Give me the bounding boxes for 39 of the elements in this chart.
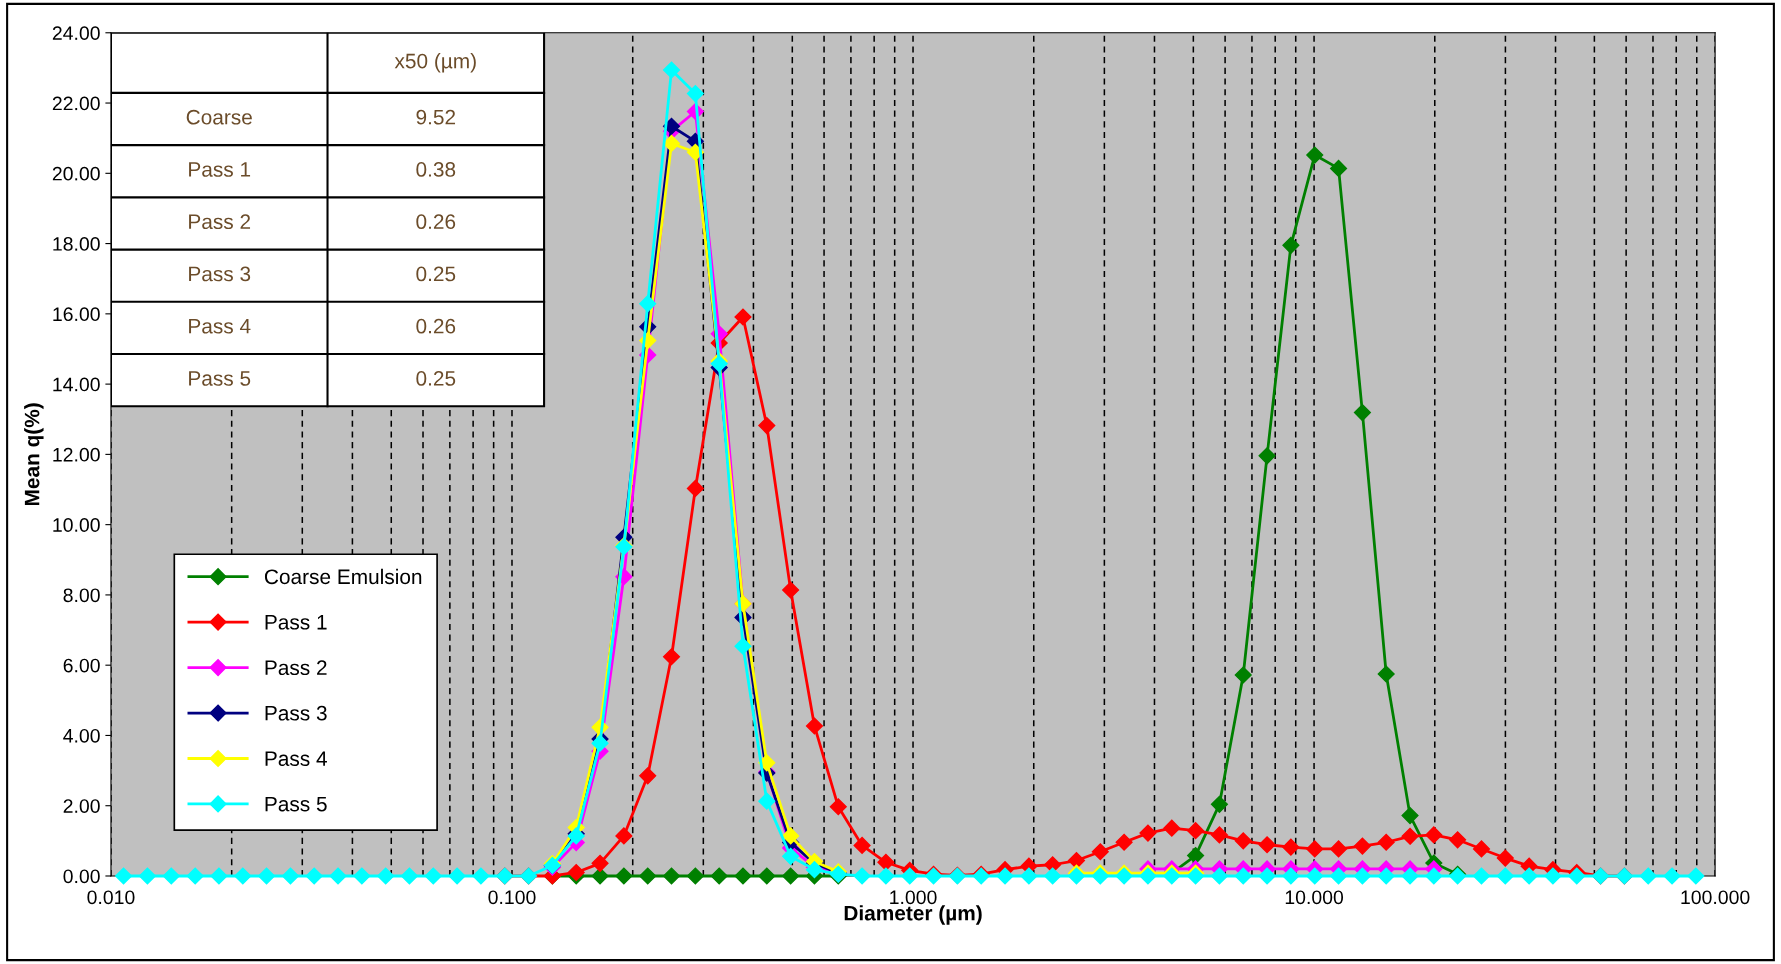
y-tick-label: 22.00 [52, 96, 100, 111]
y-tick-label: 14.00 [53, 377, 100, 392]
legend-label: Coarse Emulsion [264, 568, 422, 585]
legend-label: Pass 5 [265, 796, 327, 812]
y-tick-label: 18.00 [53, 237, 100, 251]
x-tick-label: 100.000 [1681, 890, 1750, 905]
annotation: 0.38 [416, 162, 456, 177]
annotation: Pass 5 [189, 371, 251, 386]
annotation: 0.25 [416, 371, 456, 386]
y-tick-label: 24.00 [52, 26, 100, 41]
annotation: 9.52 [416, 109, 456, 125]
annotation: Pass 4 [189, 319, 251, 334]
annotation: x50 (µm) [394, 53, 476, 73]
annotation: Pass 3 [189, 266, 251, 282]
x-tick-label: 0.010 [87, 890, 135, 905]
annotation: 0.26 [416, 214, 456, 230]
y-axis-title: Mean q(%) [24, 403, 44, 506]
y-tick-label: 10.00 [53, 518, 100, 532]
y-tick-label: 8.00 [63, 588, 100, 603]
y-tick-label: 16.00 [53, 307, 100, 322]
x-tick-label: 1.000 [890, 890, 937, 905]
annotation: Pass 2 [189, 214, 251, 230]
y-tick-label: 20.00 [52, 166, 100, 181]
x-axis-title: Diameter (µm) [844, 905, 982, 925]
y-tick-label: 6.00 [63, 658, 100, 673]
y-tick-label: 2.00 [63, 799, 100, 813]
legend-label: Pass 4 [265, 751, 327, 766]
y-tick-label: 12.00 [53, 447, 100, 462]
annotation: Coarse [186, 109, 252, 125]
legend-label: Pass 3 [265, 705, 327, 721]
legend-label: Pass 2 [265, 660, 327, 676]
annotation: 0.26 [416, 318, 456, 334]
x-tick-label: 10.000 [1285, 890, 1344, 905]
y-tick-label: 4.00 [63, 728, 100, 743]
x-tick-label: 0.100 [488, 890, 536, 905]
y-tick-label: 0.00 [63, 869, 100, 884]
legend-label: Pass 1 [265, 615, 327, 630]
annotation: 0.25 [416, 266, 456, 282]
annotation: Pass 1 [189, 162, 251, 177]
